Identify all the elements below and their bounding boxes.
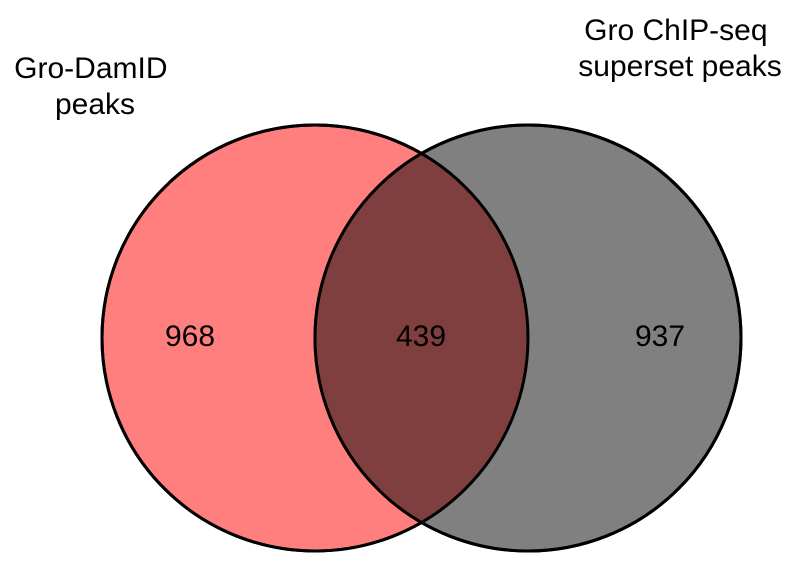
gro-chipseq-label-line-1: Gro ChIP-seq — [584, 14, 767, 47]
right-only-count: 937 — [635, 320, 685, 353]
left-only-count: 968 — [165, 320, 215, 353]
gro-damid-label-line-2: peaks — [55, 88, 135, 121]
gro-damid-outline — [100, 123, 530, 553]
gro-damid-label-line-1: Gro-DamID — [14, 52, 167, 85]
gro-chipseq-label-line-2: superset peaks — [578, 50, 781, 83]
overlap-region — [315, 125, 528, 551]
gro-chipseq-label: Gro ChIP-seq superset peaks — [578, 14, 781, 83]
overlap-count: 439 — [396, 320, 446, 353]
gro-chipseq-outline — [313, 123, 743, 553]
gro-damid-label: Gro-DamID peaks — [14, 52, 176, 121]
